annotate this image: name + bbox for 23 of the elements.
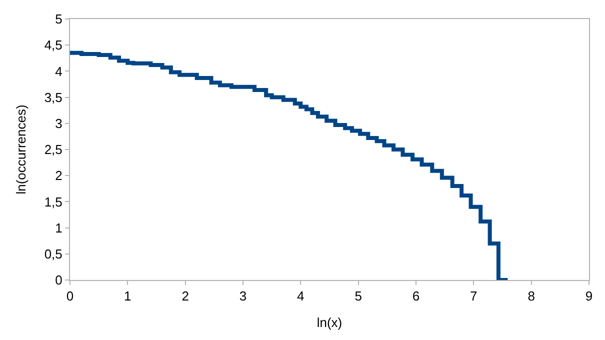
y-tick-label: 0 [55,272,62,288]
y-tick-label: 0,5 [44,246,62,262]
y-tick-label: 4 [55,64,62,79]
x-tick-label: 9 [585,288,593,304]
y-tick-label: 4,5 [44,38,62,53]
y-tick-label: 3,5 [44,90,62,105]
y-tick-label: 1 [55,220,62,236]
x-tick-label: 5 [354,288,362,304]
x-tick-label: 6 [412,288,420,304]
x-tick-label: 3 [239,288,247,304]
x-tick-label: 2 [182,288,189,304]
x-tick-label: 7 [470,288,478,304]
y-tick-label: 2 [55,168,62,184]
y-tick-label: 2,5 [44,142,62,158]
y-tick-label: 1,5 [44,194,62,210]
y-axis-title: ln(occurrences) [13,104,28,194]
x-tick-label: 0 [66,288,74,304]
x-tick-label: 8 [528,288,535,304]
y-tick-label: 3 [55,116,62,131]
x-axis-title: ln(x) [316,315,342,330]
x-tick-label: 1 [124,288,132,304]
x-tick-label: 4 [297,288,304,304]
y-tick-label: 5 [55,12,62,27]
